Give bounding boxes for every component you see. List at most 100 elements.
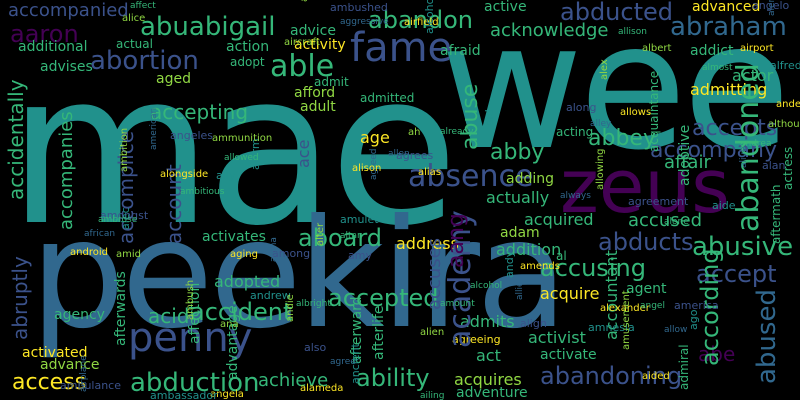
word-acquired: acquired: [524, 210, 594, 229]
word-alcoholic: alcoholic: [423, 0, 436, 34]
word-allison: allison: [618, 27, 647, 37]
word-allowing: allowing: [595, 148, 606, 190]
word-accompanied: accompanied: [8, 0, 129, 21]
word-adoptive: adoptive: [677, 124, 693, 186]
word-abuse: abuse: [458, 83, 483, 150]
word-acknowledge: acknowledge: [490, 20, 609, 41]
word-abortion: abortion: [90, 46, 199, 76]
word-alfred: alfred: [770, 59, 800, 72]
word-ahead: ahead: [299, 0, 310, 2]
word-alerted: alerted: [767, 0, 777, 16]
word-address: address: [396, 234, 459, 253]
word-america: america: [674, 299, 719, 312]
word-amulet: amulet: [340, 213, 379, 226]
word-aid: aid: [483, 109, 496, 126]
word-agreement: agreement: [628, 195, 689, 208]
word-alan: alan: [762, 159, 786, 172]
word-aided: aided: [642, 371, 670, 382]
word-additional: additional: [18, 39, 88, 55]
word-alex: alex: [599, 59, 610, 80]
word-african: african: [84, 229, 116, 239]
word-android: android: [70, 247, 108, 258]
word-admitted: admitted: [360, 91, 415, 105]
word-action: action: [226, 39, 270, 55]
word-adopted: adopted: [214, 272, 281, 291]
word-already: already: [440, 127, 474, 137]
word-advanced: advanced: [692, 0, 761, 15]
word-alameda: alameda: [300, 383, 344, 394]
word-admitting: admitting: [690, 80, 768, 99]
word-alpha: alpha: [269, 237, 279, 262]
word-abby: abby: [490, 140, 545, 165]
word-airfield: airfield: [404, 17, 439, 28]
word-abandon: abandon: [368, 6, 473, 34]
word-agreeing: agreeing: [452, 333, 501, 346]
word-ambulance: ambulance: [60, 379, 121, 392]
word-ago: ago: [687, 309, 700, 330]
word-ambushed: ambushed: [330, 1, 388, 14]
word-abruptly: abruptly: [8, 256, 32, 340]
word-age: age: [360, 128, 390, 147]
word-admit: admit: [314, 75, 349, 89]
word-aboard: aboard: [298, 224, 383, 252]
word-acquire: acquire: [540, 284, 600, 303]
word-abraham: abraham: [670, 12, 787, 42]
word-adult: adult: [300, 99, 336, 115]
word-acid: acid: [148, 304, 190, 328]
word-alias: alias: [418, 167, 442, 178]
word-activates: activates: [202, 229, 266, 245]
word-advises: advises: [40, 59, 93, 75]
word-agency: agency: [54, 307, 105, 323]
word-active: active: [484, 0, 527, 15]
word-accompany: accompany: [650, 138, 777, 163]
word-alison: alison: [352, 163, 382, 174]
word-albright: albright: [296, 299, 331, 309]
word-actor: actor: [732, 66, 774, 85]
word-addition: addition: [496, 240, 562, 259]
word-accompanies: accompanies: [56, 111, 77, 230]
word-amusement: amusement: [621, 290, 632, 350]
word-allows: allows: [620, 107, 652, 118]
word-aaron: aaron: [10, 20, 79, 48]
word-ambitious: ambitious: [180, 187, 225, 197]
word-aged: aged: [156, 71, 191, 87]
word-acquires: acquires: [454, 370, 522, 389]
word-affect: affect: [130, 1, 156, 11]
word-align: align: [520, 317, 547, 330]
word-adding: adding: [506, 171, 555, 187]
word-mae: mae: [8, 27, 458, 272]
word-accepts: accepts: [692, 116, 778, 141]
word-aang: aang: [444, 213, 469, 268]
word-actually: actually: [486, 188, 550, 207]
word-andrew: andrew: [250, 289, 291, 302]
word-alexander: alexander: [600, 303, 650, 314]
word-peekira: peekira: [30, 188, 568, 362]
word-amongst: amongst: [100, 209, 149, 222]
word-agrees: agrees: [396, 149, 434, 162]
word-advice: advice: [290, 23, 336, 39]
word-admits: admits: [460, 312, 515, 331]
word-altar: altar: [340, 231, 361, 241]
word-activated: activated: [22, 345, 88, 361]
word-abusive: abusive: [692, 232, 794, 262]
word-ailing: ailing: [420, 391, 445, 400]
word-angela: angela: [210, 389, 244, 400]
word-abused: abused: [752, 289, 782, 384]
word-accept: accept: [696, 260, 777, 288]
word-amends: amends: [520, 261, 560, 272]
word-angel: angel: [640, 301, 665, 311]
word-ammunition: ammunition: [212, 133, 273, 144]
word-alien: alien: [420, 327, 445, 338]
word-abe: abe: [698, 342, 736, 366]
word-alley: alley: [590, 119, 612, 129]
word-abduction: abduction: [130, 368, 260, 398]
word-allowed: allowed: [224, 153, 259, 163]
word-alice: alice: [122, 13, 146, 24]
word-activist: activist: [528, 328, 586, 347]
word-advance: advance: [40, 357, 100, 373]
word-afterwards: afterwards: [113, 271, 129, 346]
word-alive: alive: [739, 146, 749, 168]
word-aging: aging: [230, 249, 258, 260]
word-ability: ability: [356, 364, 430, 392]
